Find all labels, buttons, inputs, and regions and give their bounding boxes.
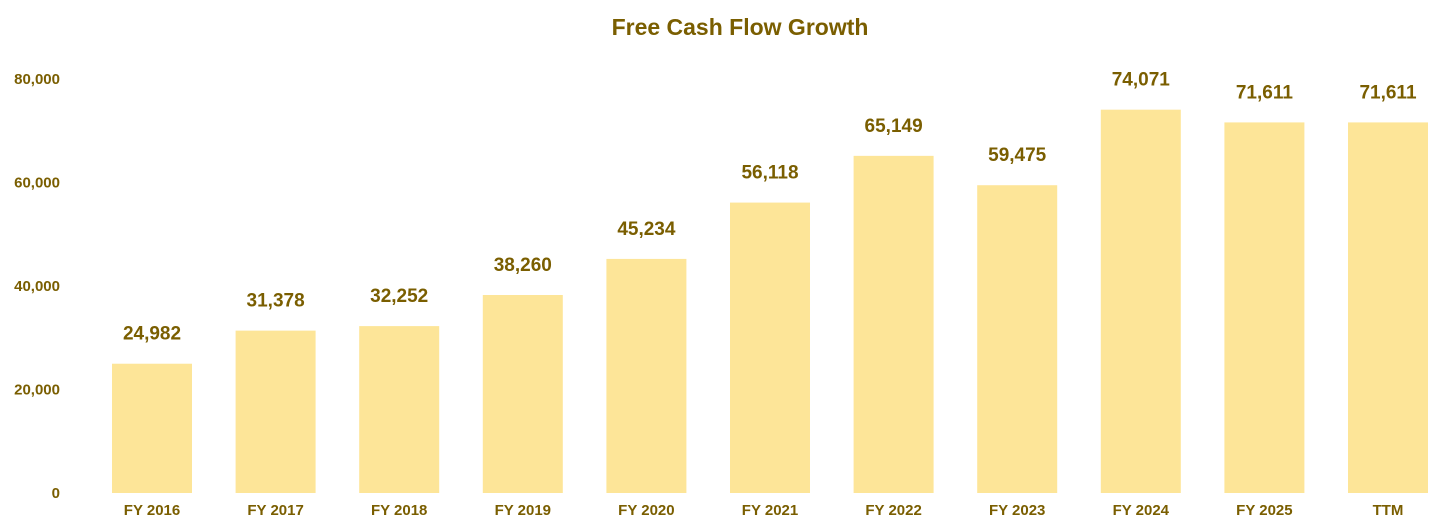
bar — [853, 155, 934, 493]
bar — [235, 330, 316, 493]
y-tick-label: 0 — [52, 485, 60, 502]
x-tick-label: FY 2021 — [742, 502, 798, 519]
data-label: 71,611 — [1236, 82, 1293, 103]
x-tick-label: FY 2023 — [989, 502, 1045, 519]
x-tick-label: FY 2019 — [495, 502, 551, 519]
bar — [730, 202, 810, 493]
bar — [977, 185, 1058, 494]
bar — [112, 363, 192, 493]
data-label: 24,982 — [123, 324, 181, 345]
x-tick-label: FY 2024 — [1113, 502, 1170, 519]
y-axis: 0 20,000 40,000 60,000 80,000 — [14, 71, 60, 502]
x-tick-label: FY 2025 — [1236, 502, 1292, 519]
x-tick-label: FY 2016 — [124, 502, 180, 519]
bar — [1224, 122, 1305, 493]
x-tick-label: FY 2018 — [371, 502, 427, 519]
bar — [1100, 109, 1181, 494]
x-tick-label: FY 2020 — [618, 502, 674, 519]
bar — [482, 295, 563, 493]
bar — [359, 326, 440, 493]
x-tick-label: FY 2017 — [247, 502, 303, 519]
data-label: 59,475 — [988, 145, 1047, 166]
chart-title: Free Cash Flow Growth — [611, 14, 869, 40]
y-tick-label: 60,000 — [14, 175, 60, 192]
y-tick-label: 40,000 — [14, 278, 60, 295]
x-tick-label: TTM — [1373, 502, 1404, 519]
data-label: 45,234 — [617, 219, 676, 240]
data-label: 71,611 — [1359, 82, 1416, 103]
data-label: 38,260 — [494, 255, 552, 276]
x-axis: FY 2016 FY 2017 FY 2018 FY 2019 FY 2020 FY 20… — [124, 502, 1404, 519]
y-tick-label: 20,000 — [14, 382, 60, 399]
data-label: 31,378 — [247, 291, 305, 312]
bar — [606, 258, 687, 493]
data-label: 74,071 — [1112, 70, 1171, 91]
y-tick-label: 80,000 — [14, 71, 60, 88]
data-label: 32,252 — [370, 286, 428, 307]
data-label: 65,149 — [865, 116, 923, 137]
data-labels: 24,982 31,378 32,252 38,260 45,234 56,118 65,1… — [123, 70, 1417, 345]
bar — [1348, 122, 1428, 493]
x-tick-label: FY 2022 — [865, 502, 921, 519]
data-label: 56,118 — [741, 163, 798, 184]
bars — [112, 109, 1428, 494]
